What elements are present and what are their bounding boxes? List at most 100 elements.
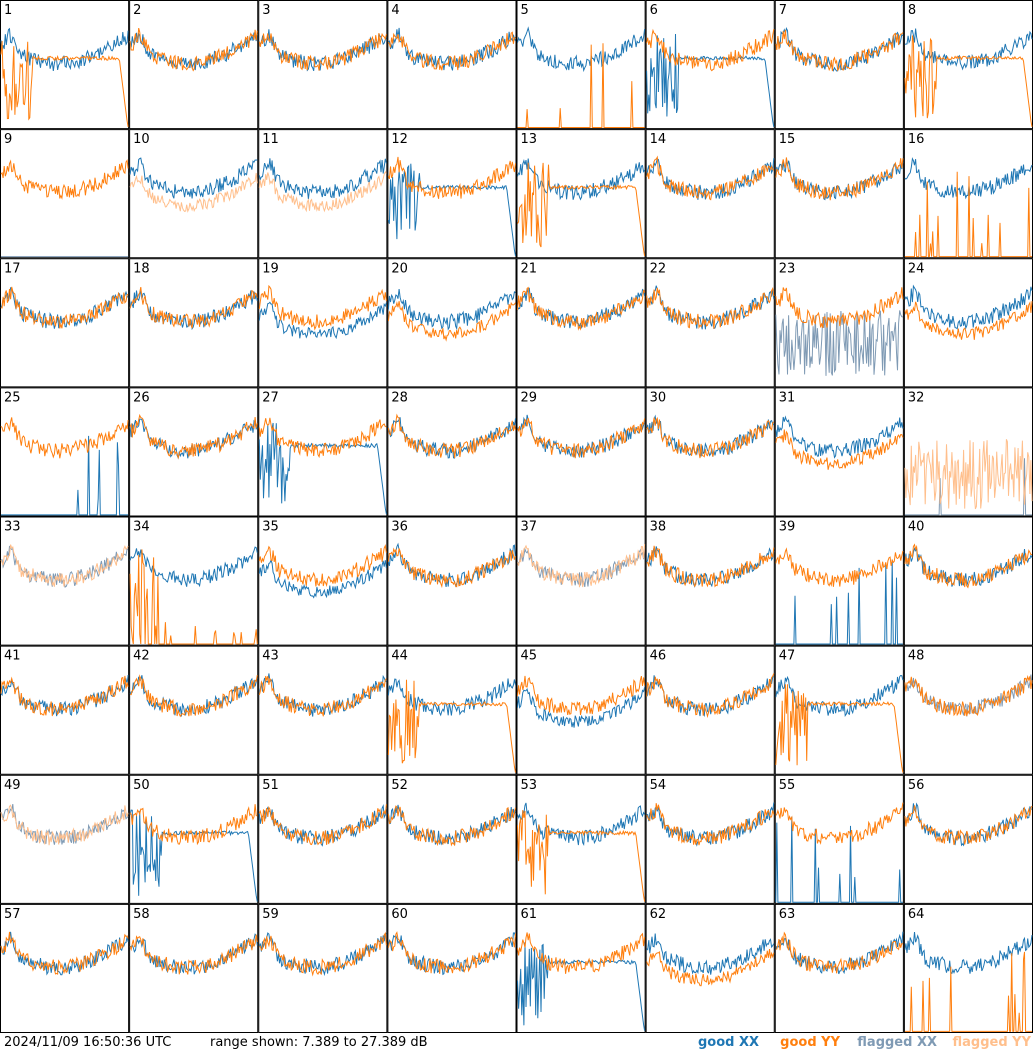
series-yy-line <box>0 544 129 587</box>
series-yy-line <box>775 157 904 201</box>
series-xx-line <box>775 310 904 376</box>
panel-64: 64 <box>903 903 1033 1033</box>
series-xx-line <box>775 27 904 72</box>
panel-frame <box>516 774 646 904</box>
series-yy-line <box>517 162 646 257</box>
series-yy-line <box>129 934 258 975</box>
series-yy-line <box>775 802 904 845</box>
series-xx-line <box>388 27 516 71</box>
panel-52: 52 <box>387 774 517 904</box>
series-xx-line <box>258 422 387 515</box>
series-yy-line <box>646 803 775 846</box>
series-xx-line <box>904 28 1033 71</box>
panel-label: 33 <box>4 520 21 535</box>
panel-30: 30 <box>645 387 775 517</box>
panel-label: 49 <box>4 778 21 793</box>
series-xx-line <box>775 816 903 903</box>
panel-51: 51 <box>258 774 388 904</box>
series-yy-line <box>0 40 129 127</box>
panel-9: 9 <box>0 129 130 259</box>
series-xx-line <box>775 559 903 645</box>
panel-label: 47 <box>779 649 796 664</box>
panel-label: 62 <box>650 907 667 922</box>
panel-frame <box>903 645 1033 775</box>
panel-36: 36 <box>387 516 517 646</box>
panel-frame <box>645 129 775 259</box>
panel-26: 26 <box>129 387 259 517</box>
panel-frame <box>387 258 517 388</box>
panel-label: 22 <box>650 261 667 276</box>
panel-34: 34 <box>129 516 259 646</box>
series-yy-line <box>775 931 903 974</box>
panel-label: 25 <box>4 390 21 405</box>
panel-frame <box>774 0 904 130</box>
panel-frame <box>645 387 775 517</box>
series-xx-line <box>517 687 646 728</box>
panel-label: 17 <box>4 261 21 276</box>
panel-label: 53 <box>521 778 538 793</box>
series-yy-line <box>775 547 904 587</box>
panel-label: 60 <box>391 907 408 922</box>
panel-label: 48 <box>908 649 925 664</box>
panel-42: 42 <box>129 645 259 775</box>
panel-frame <box>387 903 517 1033</box>
series-yy-line <box>0 159 129 200</box>
panel-label: 58 <box>133 907 150 922</box>
panel-17: 17 <box>0 258 130 388</box>
panel-label: 44 <box>391 649 408 664</box>
series-xx-line <box>258 158 387 200</box>
panel-frame <box>258 645 388 775</box>
series-xx-line <box>129 546 258 588</box>
panel-label: 7 <box>779 3 787 18</box>
panel-label: 36 <box>391 520 408 535</box>
series-xx-line <box>517 942 646 1031</box>
panel-label: 30 <box>650 390 667 405</box>
panel-29: 29 <box>516 387 646 517</box>
series-yy-line <box>517 544 646 588</box>
series-yy-line <box>0 286 129 329</box>
series-yy-line <box>904 301 1033 340</box>
series-xx-line <box>646 933 775 975</box>
panel-label: 14 <box>650 132 667 147</box>
panel-label: 13 <box>521 132 538 147</box>
panel-frame <box>0 903 130 1033</box>
series-yy-line <box>775 287 904 329</box>
panel-11: 11 <box>258 129 388 259</box>
series-xx-line <box>387 804 516 846</box>
panel-62: 62 <box>645 903 775 1033</box>
series-yy-line <box>387 31 516 71</box>
panel-38: 38 <box>645 516 775 646</box>
series-yy-line <box>387 301 516 342</box>
panel-frame <box>258 774 388 904</box>
series-yy-line <box>259 931 387 977</box>
panel-label: 64 <box>908 907 925 922</box>
series-xx-line <box>775 931 904 975</box>
panel-19: 19 <box>258 258 388 388</box>
series-xx-line <box>129 157 258 199</box>
panel-5: 5 <box>516 0 646 130</box>
panel-frame <box>387 516 517 646</box>
panel-63: 63 <box>774 903 904 1033</box>
panel-label: 27 <box>262 390 279 405</box>
panel-label: 29 <box>521 390 538 405</box>
series-yy-line <box>387 547 516 589</box>
legend-good-xx: good XX <box>697 1035 759 1050</box>
panel-frame <box>129 645 259 775</box>
panel-label: 2 <box>133 3 141 18</box>
range-label: range shown: 7.389 to 27.389 dB <box>210 1035 428 1050</box>
series-yy-line <box>129 27 258 72</box>
series-yy-line <box>258 170 387 213</box>
panel-label: 3 <box>262 3 270 18</box>
panel-57: 57 <box>0 903 130 1033</box>
panel-label: 59 <box>262 907 279 922</box>
panel-40: 40 <box>903 516 1033 646</box>
panel-label: 45 <box>521 649 538 664</box>
series-yy-line <box>646 416 775 459</box>
series-xx-line <box>904 931 1033 975</box>
panel-label: 16 <box>908 132 925 147</box>
panel-label: 38 <box>650 520 667 535</box>
panel-label: 40 <box>908 520 925 535</box>
panel-35: 35 <box>258 516 388 646</box>
panel-53: 53 <box>516 774 646 904</box>
